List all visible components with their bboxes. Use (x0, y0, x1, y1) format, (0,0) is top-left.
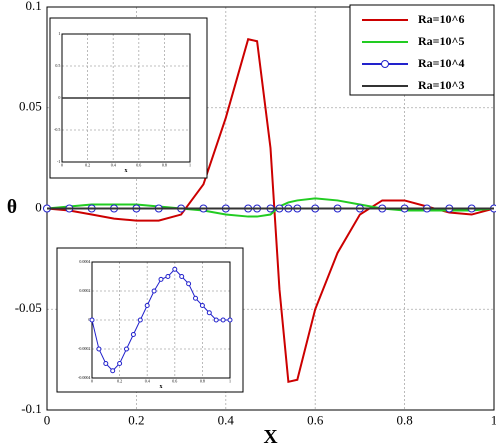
marker (165, 274, 171, 279)
marker (172, 266, 178, 272)
x-tick-label: 0 (44, 413, 51, 428)
legend-marker (381, 60, 389, 68)
x-tick-label: 0.6 (172, 379, 177, 384)
x-tick-label: 0.2 (117, 379, 122, 384)
legend-label: Ra=10^3 (418, 78, 464, 92)
x-tick-label: 0.6 (307, 413, 324, 428)
marker (89, 317, 95, 323)
x-tick-label: 0 (61, 163, 63, 168)
marker (158, 276, 164, 282)
y-tick-label: 0.5 (55, 63, 60, 68)
x-tick-label: 0.8 (200, 379, 205, 384)
y-tick-label: -0.05 (15, 300, 42, 315)
y-tick-label: 0 (35, 199, 42, 214)
y-tick-label: 0.05 (19, 99, 42, 114)
x-tick-label: 0.2 (128, 413, 144, 428)
marker (103, 361, 109, 366)
x-tick-label: 1 (491, 413, 496, 428)
x-tick-label: 0.2 (85, 163, 90, 168)
y-tick-label: 0.0002 (79, 288, 90, 293)
y-tick-label: 0.0004 (79, 259, 90, 264)
x-tick-label: 0 (91, 379, 93, 384)
marker (144, 303, 150, 308)
y-tick-label: -0.5 (54, 127, 60, 132)
legend-label: Ra=10^6 (418, 12, 464, 26)
x-tick-label: 1 (189, 163, 191, 168)
marker (137, 317, 143, 323)
marker (220, 317, 226, 323)
y-tick-label: -0.0002 (78, 346, 90, 351)
x-tick-label: 0.8 (162, 163, 167, 168)
x-axis-label: x (125, 168, 128, 174)
marker (213, 317, 219, 323)
x-axis-label: x (160, 384, 163, 390)
legend-label: Ra=10^4 (418, 56, 464, 70)
x-tick-label: 0.4 (218, 413, 235, 428)
x-tick-label: 0.6 (136, 163, 141, 168)
legend-label: Ra=10^5 (418, 34, 464, 48)
series-line (46, 197, 495, 218)
y-tick-label: 0 (58, 95, 60, 100)
x-tick-label: 0.8 (396, 413, 412, 428)
y-tick-label: -0.0004 (78, 375, 90, 380)
marker (110, 368, 116, 374)
marker (227, 317, 233, 323)
y-tick-label: 0.1 (26, 0, 42, 13)
marker (206, 310, 212, 316)
y-tick-label: -1 (57, 159, 60, 164)
y-tick-label: -0.1 (21, 401, 42, 416)
y-tick-label: 0 (88, 317, 90, 322)
marker (130, 332, 136, 337)
y-tick-label: 1 (58, 31, 60, 36)
x-tick-label: 0.4 (111, 163, 116, 168)
marker (179, 274, 185, 279)
marker (199, 303, 205, 308)
marker (117, 361, 123, 366)
y-axis-label: θ (7, 197, 17, 218)
series-line (46, 38, 495, 384)
marker (151, 288, 157, 294)
x-tick-label: 0.4 (145, 379, 150, 384)
marker (193, 295, 198, 301)
marker (124, 346, 129, 352)
marker (186, 281, 192, 287)
x-axis-label: X (263, 427, 277, 447)
marker (96, 346, 102, 352)
x-tick-label: 1 (229, 379, 231, 384)
